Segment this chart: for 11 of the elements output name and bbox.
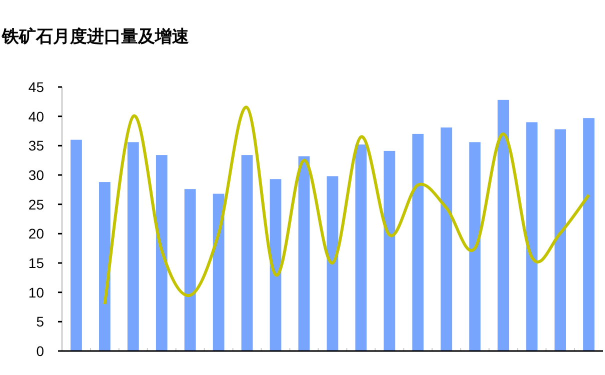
ytick: 5 [36,314,44,330]
ytick: 25 [28,196,44,212]
title: 铁矿石月度进口量及增速 [2,27,189,46]
ytick: 20 [28,226,44,242]
ytick: 40 [28,108,44,124]
ytick: 15 [28,255,44,271]
ytick: 0 [36,343,44,359]
ytick: 30 [28,167,44,183]
ytick: 45 [28,79,44,95]
ytick: 10 [28,284,44,300]
ytick: 35 [28,138,44,154]
